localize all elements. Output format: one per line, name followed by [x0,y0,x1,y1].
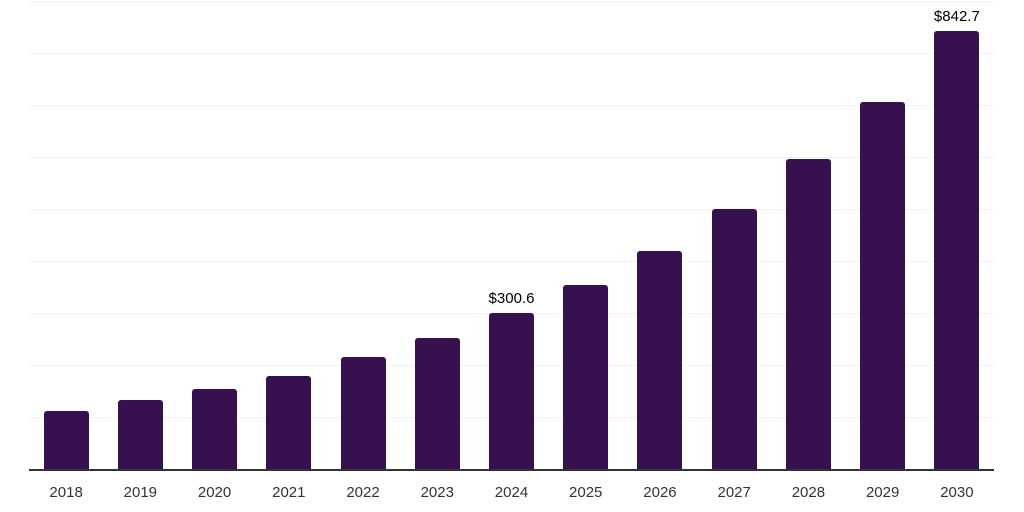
x-tick-label-2020: 2020 [197,484,232,501]
gridline-900 [29,1,994,2]
x-tick-label-2019: 2019 [123,484,158,501]
x-tick-label-2028: 2028 [791,484,826,501]
bar-2024 [489,312,534,469]
gridline-800 [29,53,994,54]
bar-2019 [117,400,163,469]
x-tick-label-2022: 2022 [346,484,380,501]
gridline-600 [29,157,994,158]
bar-2021 [266,375,312,469]
bar-2022 [340,356,386,469]
bar-2026 [637,250,683,469]
x-tick-label-2018: 2018 [49,484,83,501]
bar-2028 [785,159,831,469]
gridline-700 [29,105,994,106]
bar-2029 [860,101,906,469]
x-tick-label-2029: 2029 [865,484,900,501]
bar-value-label-2024: $300.6 [488,289,535,307]
bar-2025 [563,284,609,469]
x-tick-label-2025: 2025 [569,484,603,501]
x-tick-label-2026: 2026 [643,484,677,501]
x-tick-label-2023: 2023 [420,484,454,501]
bar-2027 [711,208,757,469]
x-tick-label-2024: 2024 [494,484,529,501]
bar-2030 [934,30,980,469]
gridline-400 [29,261,994,262]
x-tick-label-2030: 2030 [940,484,974,501]
bar-2018 [43,411,89,469]
x-tick-label-2027: 2027 [717,484,751,501]
bar-2023 [414,337,460,469]
x-tick-label-2021: 2021 [272,484,306,501]
gridline-500 [29,209,994,210]
bar-2020 [192,389,238,469]
x-axis-line [29,469,994,471]
bar-value-label-2030: $842.7 [933,7,980,25]
